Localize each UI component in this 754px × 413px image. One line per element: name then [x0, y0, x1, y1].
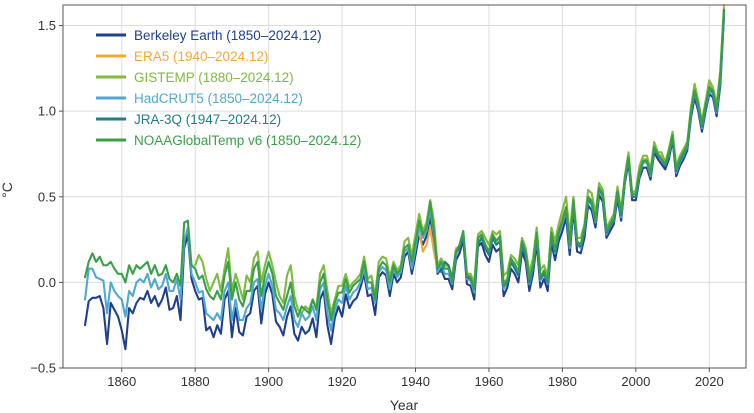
- x-tick-label: 1980: [548, 374, 577, 389]
- y-tick-labels: −0.5 0.0 0.5 1.0 1.5: [30, 18, 63, 376]
- x-tick-label: 2020: [695, 374, 724, 389]
- y-tick-label: 1.5: [38, 18, 56, 33]
- x-tick-label: 1960: [474, 374, 503, 389]
- series-line-5: [83, 10, 726, 322]
- plot-frame: [62, 4, 747, 369]
- legend-label-3: HadCRUT5 (1850–2024.12): [134, 91, 303, 106]
- y-tick-label: 1.0: [38, 104, 56, 119]
- legend-label-0: Berkeley Earth (1850–2024.12): [134, 28, 322, 43]
- series-layer: [83, 3, 726, 351]
- y-tick-label: 0.5: [38, 189, 56, 204]
- x-tick-label: 1920: [328, 374, 357, 389]
- x-tick-label: 1860: [107, 374, 136, 389]
- legend-label-2: GISTEMP (1880–2024.12): [134, 70, 294, 85]
- x-axis-label: Year: [390, 397, 419, 413]
- legend: Berkeley Earth (1850–2024.12) ERA5 (1940–…: [96, 28, 361, 148]
- x-tick-label: 2000: [621, 374, 650, 389]
- x-tick-labels: 1860 1880 1900 1920 1940 1960 1980 2000 2020: [107, 368, 724, 389]
- legend-label-5: NOAAGlobalTemp v6 (1850–2024.12): [134, 133, 361, 148]
- legend-label-4: JRA-3Q (1947–2024.12): [134, 112, 281, 127]
- x-tick-label: 1880: [181, 374, 210, 389]
- y-tick-label: 0.0: [38, 275, 56, 290]
- x-tick-label: 1900: [254, 374, 283, 389]
- y-axis-label: °C: [0, 182, 15, 198]
- legend-label-1: ERA5 (1940–2024.12): [134, 49, 268, 64]
- y-tick-label: −0.5: [30, 361, 56, 376]
- x-tick-label: 1940: [401, 374, 430, 389]
